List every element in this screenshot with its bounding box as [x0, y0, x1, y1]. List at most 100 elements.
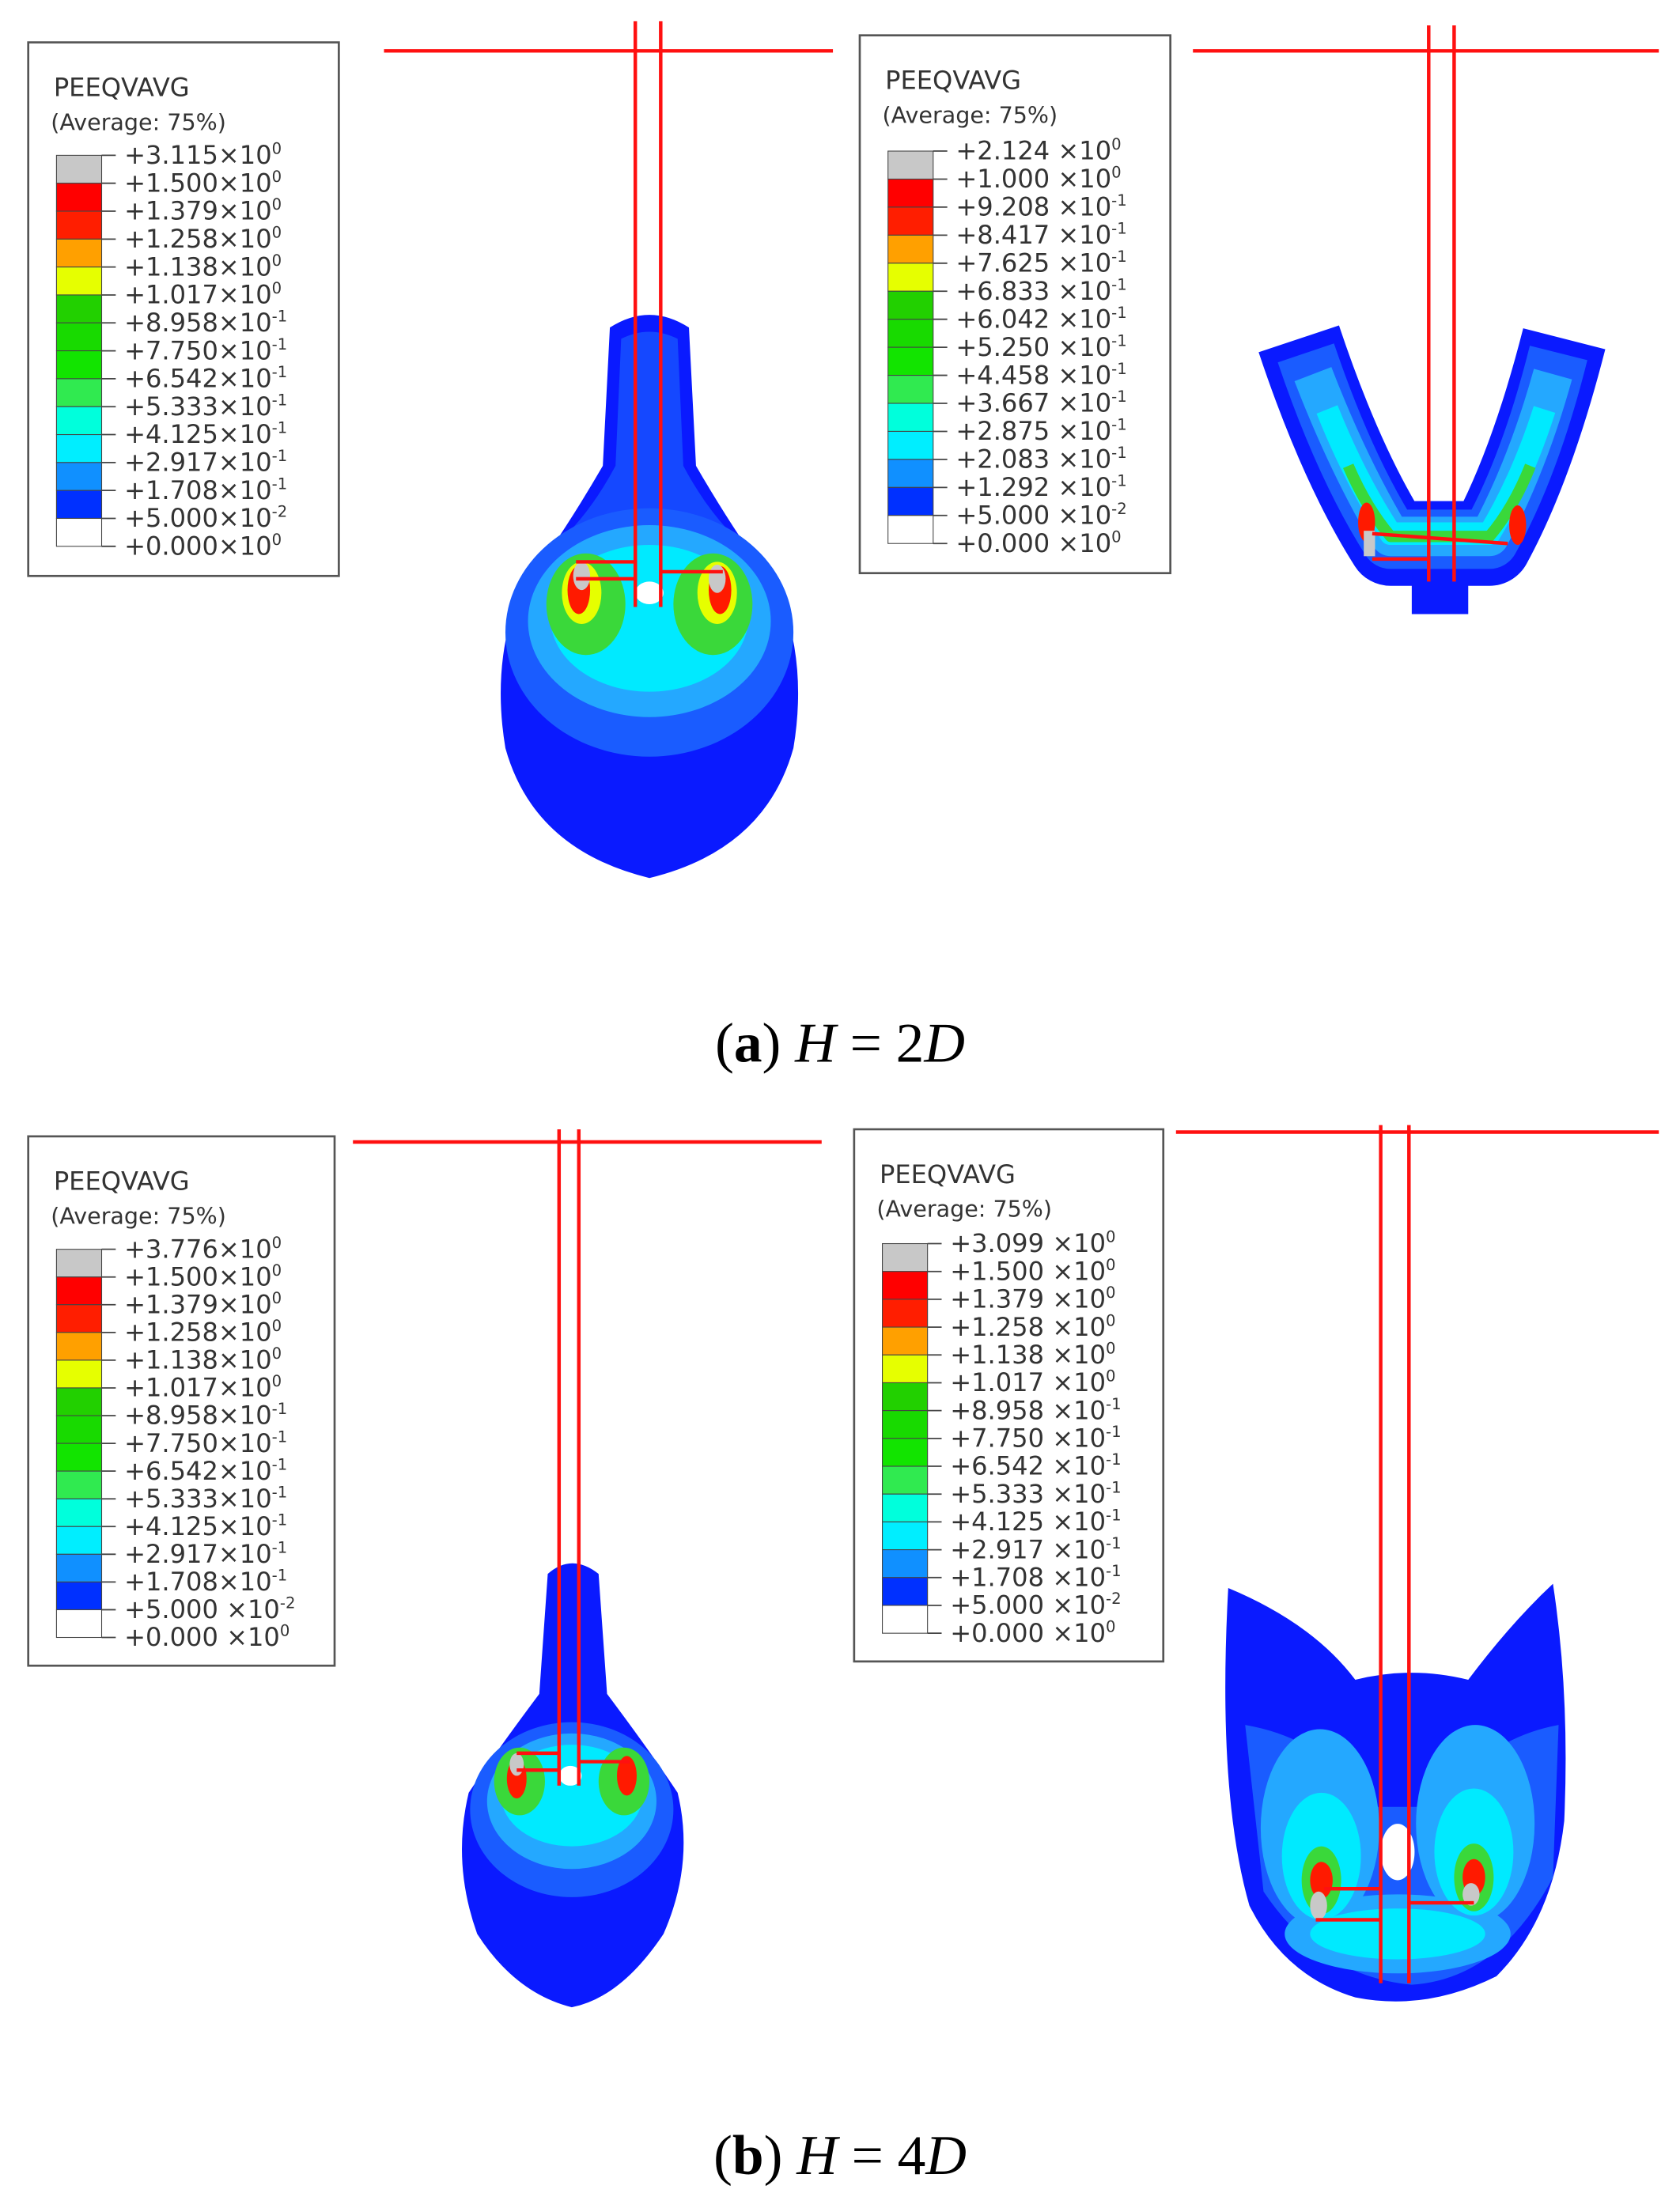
contour-b-right: [1175, 1125, 1659, 2002]
legend-label: +8.958×10-1: [124, 307, 287, 337]
legend-label-text: +5.333×10: [124, 1484, 272, 1514]
legend-band: [55, 462, 103, 491]
legend-label: +2.083 ×10-1: [955, 444, 1126, 474]
legend-label-exponent: -1: [1106, 1423, 1122, 1441]
legend-band: [55, 1470, 103, 1499]
legend-band: [882, 1326, 929, 1356]
legend-band: [55, 210, 103, 240]
legend-label-exponent: -1: [272, 1483, 288, 1501]
caption-part: ): [762, 1011, 796, 1074]
legend-label: +2.875 ×10-1: [955, 416, 1126, 446]
legend-title: PEEQVAVG: [885, 65, 1021, 95]
legend-band: [882, 1382, 929, 1412]
legend-label-text: +4.125×10: [124, 419, 272, 449]
legend-label-exponent: -1: [1111, 304, 1127, 322]
legend-label-exponent: -2: [280, 1594, 296, 1613]
legend-label: +7.625 ×10-1: [955, 248, 1126, 278]
legend-label-exponent: 0: [1106, 1311, 1116, 1329]
legend-label-exponent: 0: [272, 224, 282, 242]
legend-band: [882, 1299, 929, 1328]
legend-band: [55, 434, 103, 463]
legend-band: [55, 322, 103, 352]
legend-label: +1.017×100: [124, 279, 282, 309]
contour-b-left: [353, 1129, 822, 2008]
legend-band: [55, 378, 103, 407]
legend-label-exponent: -1: [1106, 1450, 1122, 1469]
legend: PEEQVAVG(Average: 75%)+3.776×100+1.500×1…: [27, 1135, 336, 1667]
legend-label: +5.333 ×10-1: [950, 1478, 1121, 1508]
legend-band: [55, 406, 103, 436]
legend-label: +1.292 ×10-1: [955, 472, 1126, 502]
legend-label-exponent: -1: [1111, 191, 1127, 210]
legend-label: +6.042 ×10-1: [955, 304, 1126, 334]
legend-label: +1.138×100: [124, 251, 282, 282]
legend-label: +4.125 ×10-1: [950, 1507, 1121, 1537]
legend-label-text: +1.258 ×10: [950, 1312, 1106, 1342]
legend-label-text: +6.542 ×10: [950, 1451, 1106, 1481]
legend-label: +1.017×100: [124, 1372, 282, 1402]
legend-band: [55, 1526, 103, 1555]
legend-label-text: +8.958 ×10: [950, 1395, 1106, 1425]
legend-label: +1.017 ×100: [950, 1367, 1115, 1397]
legend-band: [55, 1276, 103, 1306]
caption-part: b: [732, 2124, 764, 2187]
legend-label-text: +1.017 ×10: [950, 1367, 1106, 1397]
legend-label-text: +5.000 ×10: [124, 1594, 280, 1624]
legend-label-text: +1.708×10: [124, 1567, 272, 1597]
legend-band: [55, 1609, 103, 1639]
caption-part: H: [796, 2124, 840, 2187]
legend-subtitle: (Average: 75%): [883, 101, 1058, 128]
legend-label-text: +0.000 ×10: [124, 1622, 280, 1652]
legend-label-exponent: 0: [272, 279, 282, 297]
legend-label: +8.958×10-1: [124, 1400, 287, 1430]
legend-label: +4.125×10-1: [124, 1511, 287, 1541]
legend-label: +5.000×10-2: [124, 503, 287, 533]
legend-label-exponent: 0: [1111, 527, 1122, 546]
legend-label: +1.000 ×100: [955, 164, 1121, 194]
legend-label-exponent: -1: [272, 475, 288, 493]
contour-a-left: [384, 21, 834, 879]
legend-band: [55, 1553, 103, 1582]
legend-label-text: +1.379×10: [124, 196, 272, 226]
legend-band: [887, 178, 934, 208]
legend-label: +1.708×10-1: [124, 1567, 287, 1597]
legend-band: [887, 375, 934, 404]
legend-band: [55, 1498, 103, 1527]
caption-part: (: [715, 1011, 734, 1074]
legend-band: [55, 154, 103, 184]
legend-band: [55, 1443, 103, 1472]
legend-label-text: +1.017×10: [124, 280, 272, 310]
legend-label-exponent: 0: [1106, 1339, 1116, 1357]
legend-label-text: +7.750×10: [124, 335, 272, 365]
legend-label-text: +4.125×10: [124, 1511, 272, 1541]
caption-part: = 4: [838, 2124, 926, 2187]
contour-a-right: [1193, 25, 1659, 614]
legend-label-exponent: 0: [272, 1317, 282, 1335]
legend-band: [882, 1438, 929, 1467]
legend-label-exponent: -1: [1106, 1507, 1122, 1525]
legend-band: [55, 1249, 103, 1278]
legend-band: [882, 1521, 929, 1551]
legend-band: [887, 234, 934, 264]
legend-label-text: +5.000×10: [124, 503, 272, 533]
legend-band: [55, 517, 103, 547]
caption-part: ): [764, 2124, 797, 2187]
legend-label: +7.750 ×10-1: [950, 1423, 1121, 1453]
legend-label: +3.776×100: [124, 1234, 282, 1264]
legend-label-exponent: 0: [272, 1372, 282, 1390]
caption: (a) H = 2D: [715, 1011, 965, 1074]
legend-label-text: +7.625 ×10: [955, 248, 1111, 278]
legend-label-text: +1.258×10: [124, 224, 272, 254]
legend-label: +8.958 ×10-1: [950, 1395, 1121, 1425]
legend-band: [55, 1359, 103, 1389]
legend-label: +3.667 ×10-1: [955, 388, 1126, 418]
legend-label-exponent: -1: [272, 1427, 288, 1446]
legend-subtitle: (Average: 75%): [51, 108, 226, 135]
legend-label-text: +4.125 ×10: [950, 1507, 1106, 1537]
legend-band: [882, 1271, 929, 1300]
caption-part: D: [923, 1011, 965, 1074]
legend-label-text: +9.208 ×10: [955, 192, 1111, 222]
legend-label-exponent: -1: [272, 1567, 288, 1585]
legend-label-exponent: -2: [1111, 500, 1127, 518]
legend-label: +7.750×10-1: [124, 1427, 287, 1458]
